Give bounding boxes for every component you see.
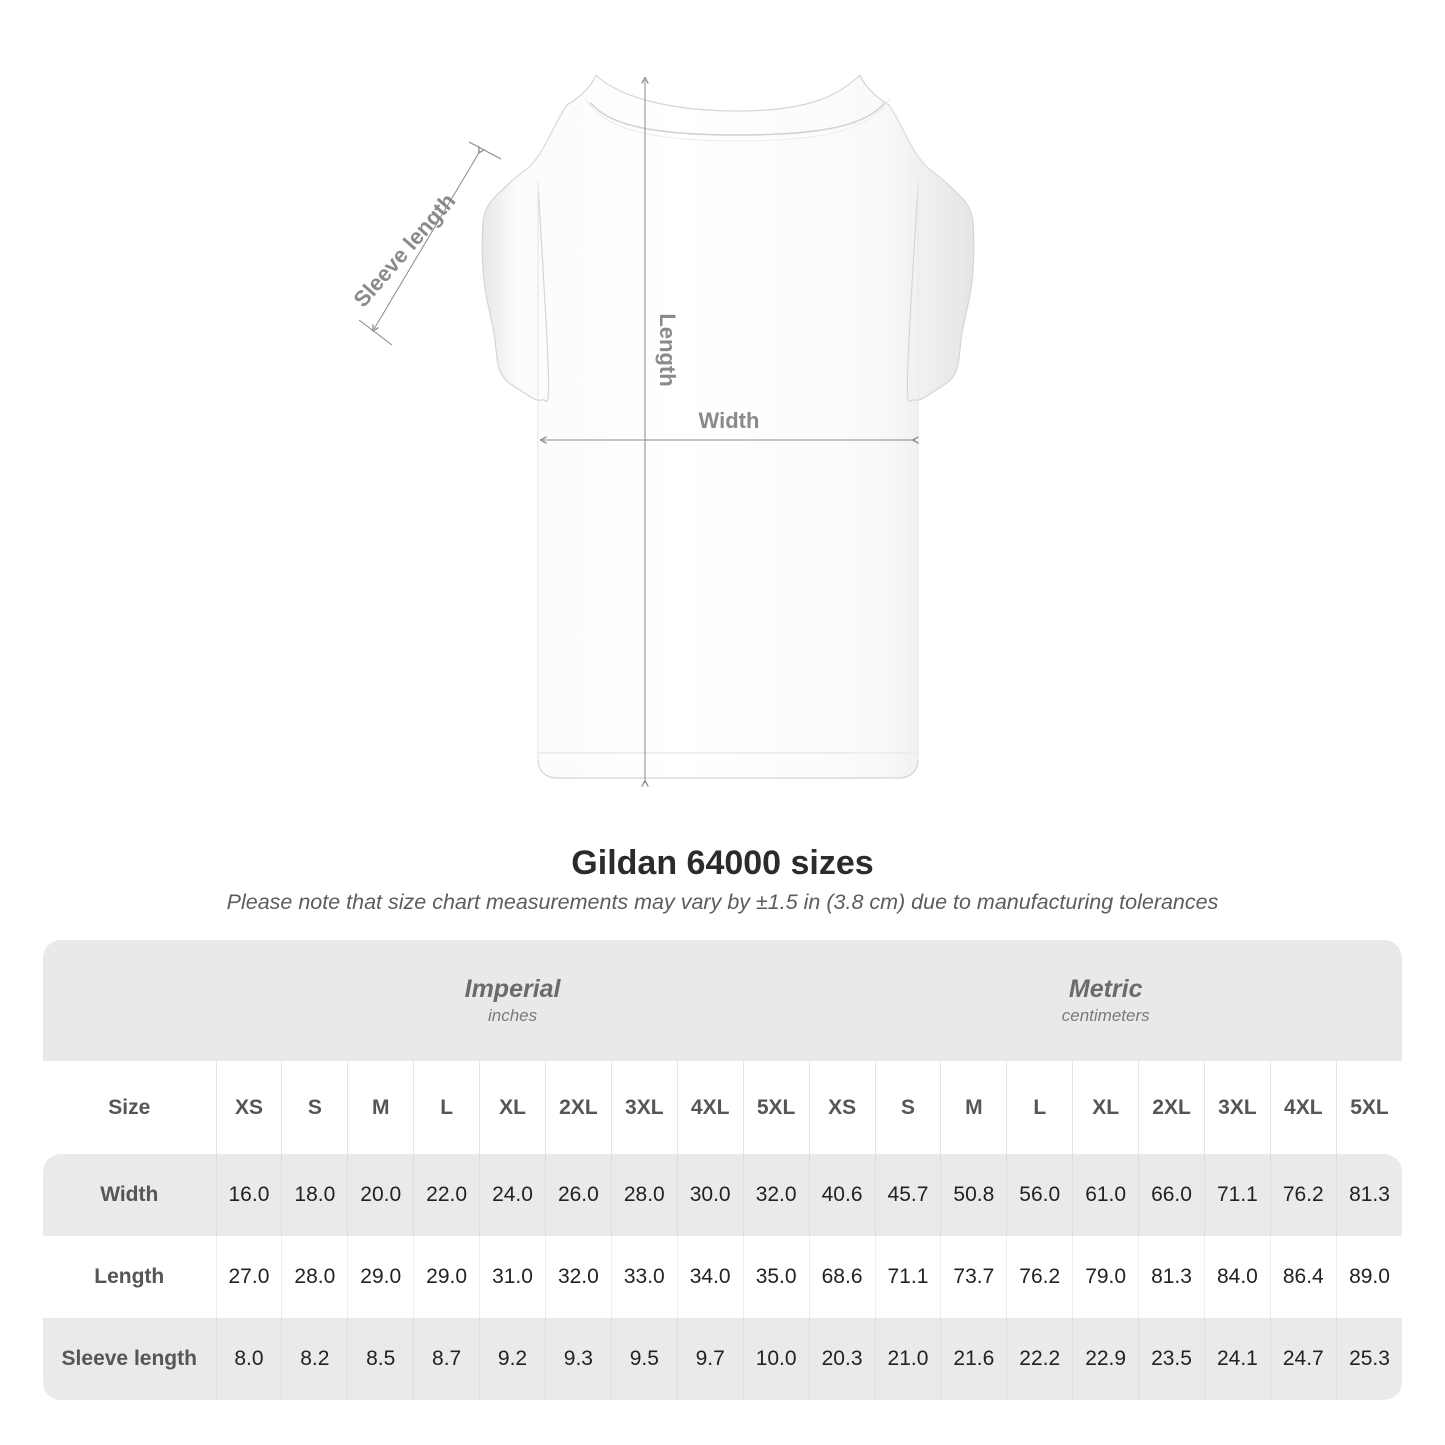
svg-text:Sleeve length: Sleeve length — [348, 188, 460, 311]
svg-text:Width: Width — [699, 408, 760, 433]
svg-text:Length: Length — [655, 313, 680, 386]
